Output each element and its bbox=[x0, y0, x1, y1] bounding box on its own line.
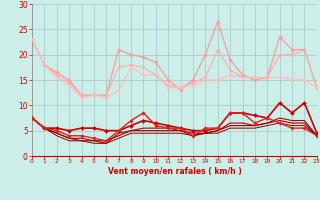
X-axis label: Vent moyen/en rafales ( km/h ): Vent moyen/en rafales ( km/h ) bbox=[108, 167, 241, 176]
